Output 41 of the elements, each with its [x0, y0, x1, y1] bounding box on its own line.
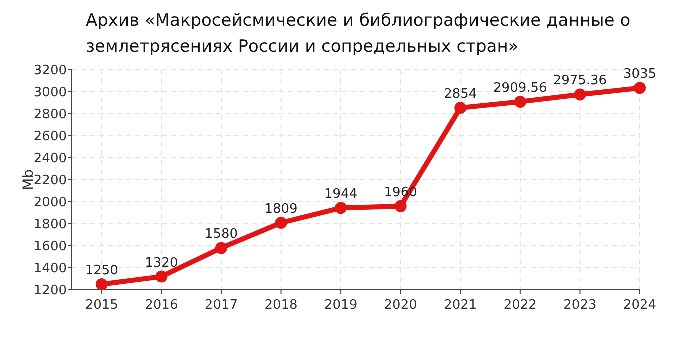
- point: [96, 278, 108, 290]
- y-tick-label: 1200: [34, 284, 67, 299]
- y-tick-label: 3000: [34, 86, 67, 101]
- point: [156, 270, 168, 283]
- data-label: 1250: [85, 264, 118, 278]
- x-tick-label: 2015: [85, 298, 118, 313]
- y-tick-label: 2400: [34, 152, 67, 167]
- y-tick-label: 3200: [34, 64, 67, 79]
- data-label: 1944: [324, 187, 358, 202]
- point: [634, 82, 646, 94]
- data-label: 1320: [145, 256, 178, 271]
- data-label: 1580: [204, 227, 238, 242]
- point: [454, 102, 467, 114]
- x-tick-label: 2023: [564, 298, 597, 313]
- data-label: 2975.36: [553, 74, 608, 89]
- data-label: 2909.56: [494, 80, 548, 96]
- x-tick-label: 2018: [264, 298, 298, 313]
- y-tick-label: 1400: [34, 262, 67, 277]
- data-label: 1809: [264, 202, 298, 218]
- x-tick-label: 2019: [324, 298, 358, 313]
- x-tick-label: 2024: [623, 298, 657, 313]
- y-tick-label: 1600: [34, 240, 67, 255]
- x-tick-label: 2021: [444, 298, 478, 313]
- point: [275, 217, 288, 230]
- data-label: 2854: [444, 87, 478, 102]
- x-tick-label: 2022: [504, 298, 537, 313]
- y-tick-label: 2600: [34, 130, 67, 145]
- y-tick-label: 1800: [34, 218, 67, 233]
- point: [335, 202, 348, 214]
- point: [574, 88, 586, 101]
- x-tick-label: 2016: [145, 298, 178, 313]
- chart-title: Архив «Макросейсмические и библиографические данные о землетрясениях России и сопредельных стран»: [86, 11, 631, 57]
- point: [394, 200, 407, 212]
- y-tick-label: 2200: [34, 174, 67, 189]
- y-tick-label: 2000: [34, 196, 67, 211]
- y-tick-label: 2800: [34, 108, 67, 123]
- x-tick-label: 2020: [384, 298, 418, 313]
- x-tick-label: 2017: [204, 298, 238, 313]
- point: [215, 242, 228, 254]
- point: [514, 96, 526, 108]
- data-label: 3035: [623, 67, 657, 82]
